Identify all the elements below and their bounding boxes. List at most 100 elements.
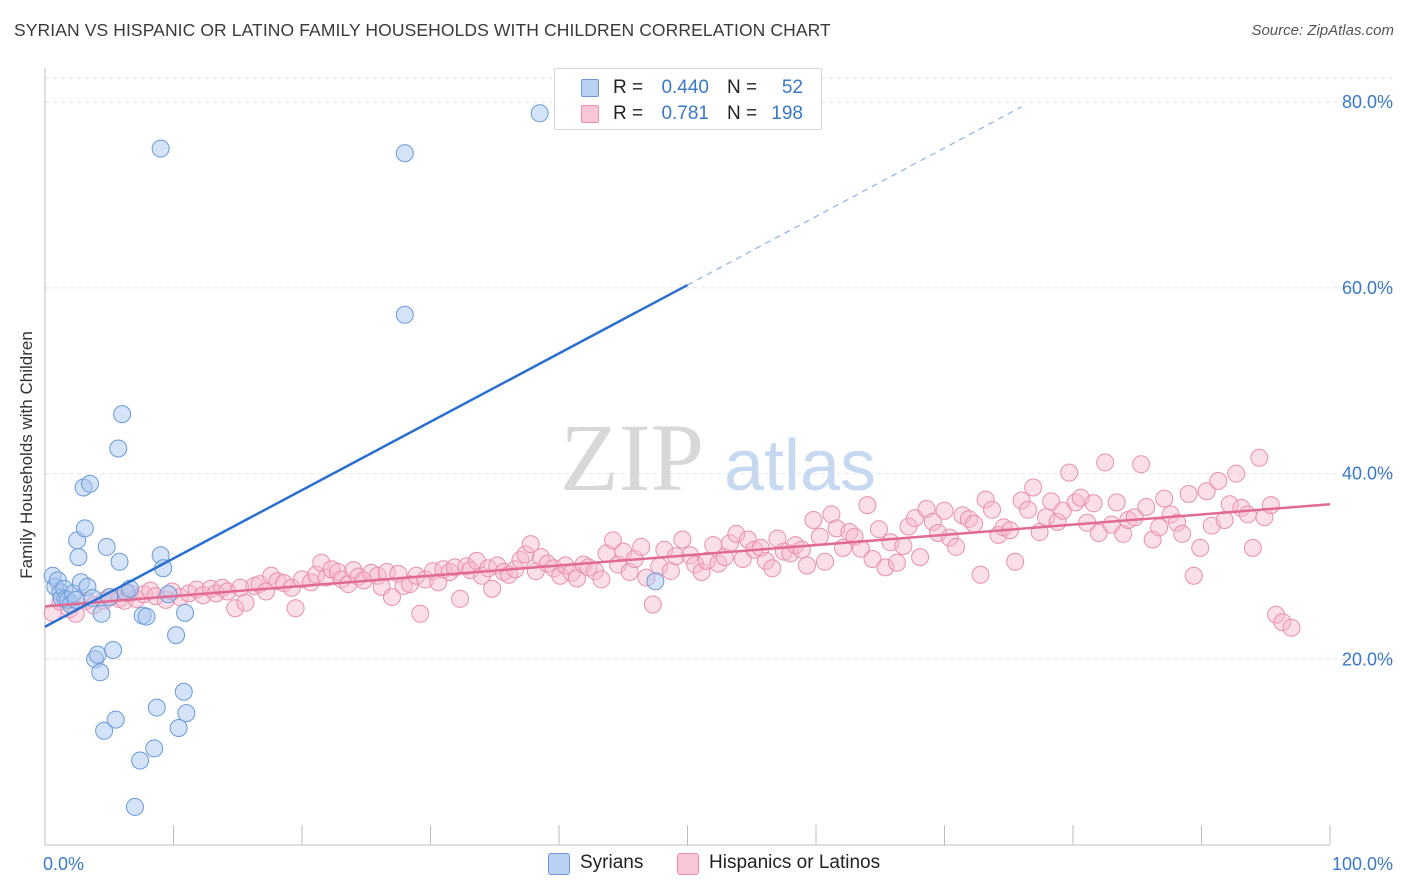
syrian-point [106,710,125,729]
hispanic-point [804,511,823,529]
syrian-trend-line [44,283,689,628]
hispanic-point [532,548,551,567]
legend-row-hispanics: R = 0.781 N = 198 [555,102,821,126]
hispanic-point [1006,552,1025,571]
hispanic-point [763,559,782,578]
syrian-point [80,474,99,493]
hispanic-point [1243,538,1262,557]
hispanic-point [1096,453,1115,472]
syrian-point [125,797,144,816]
bottom-syrians-label: Syrians [580,852,644,873]
hispanic-point [451,589,470,608]
hispanic-point [869,520,888,539]
syrian-point [109,439,128,458]
x-tick-label-max: 100.0% [1332,854,1393,874]
hispanic-point [876,558,895,577]
hispanic-point [1179,485,1198,503]
syrian-point [95,721,114,740]
hispanic-point [923,512,942,531]
syrian-point [69,548,88,567]
syrian-point [110,552,129,571]
hispanic-point [976,490,995,509]
hispanic-point [887,553,906,572]
bottom-hispanics-label: Hispanics or Latinos [709,852,881,873]
hispanic-trend-line [44,502,1331,608]
chart-title: SYRIAN VS HISPANIC OR LATINO FAMILY HOUS… [14,20,831,40]
hispanic-point [781,544,800,563]
hispanic-point [544,559,563,578]
syrian-point [131,751,150,770]
syrians-n-label: N = [727,77,758,98]
hispanic-point [1125,508,1144,527]
syrian-point [97,537,116,556]
hispanic-point [798,556,817,575]
syrian-point [177,704,196,723]
hispanic-point [1168,513,1187,532]
hispanic-point [1227,464,1246,483]
hispanic-point [1132,455,1151,474]
hispanic-point [1238,505,1257,524]
hispanic-point [521,535,540,554]
hispanic-point [815,552,834,571]
syrian-point [159,585,178,604]
hispanic-point [863,550,882,568]
watermark-zip: ZIP [560,404,704,511]
syrian-point [75,519,94,538]
syrians-r-value: 0.440 [661,77,709,98]
hispanic-point [1250,448,1269,467]
hispanic-point [686,555,705,574]
y-tick-label: 60.0% [1342,278,1393,298]
hispanic-point [1089,524,1108,542]
hispanic-point [894,537,913,555]
hispanic-point [1019,500,1038,519]
hispanic-point [756,551,775,570]
hispanic-point [1060,463,1079,482]
hispanic-point [738,530,757,549]
hispanic-point [1024,478,1043,497]
hispanic-point [810,527,829,546]
hispanics-n-value: 198 [771,103,803,124]
hispanic-point [1261,496,1280,515]
hispanics-r-value: 0.781 [661,103,709,124]
hispanic-point [494,563,513,581]
syrian-point [91,663,110,682]
syrian-point [113,405,132,424]
bottom-syrians-swatch [548,853,570,875]
hispanic-point [1012,491,1031,510]
syrian-point [137,607,156,626]
hispanic-point [1137,498,1156,516]
syrian-point [395,305,414,324]
hispanic-point [1197,482,1216,501]
hispanic-point [1282,618,1301,637]
hispanic-point [673,530,692,549]
syrian-point [104,641,123,659]
hispanic-point [965,514,984,533]
hispanic-point [377,563,396,581]
x-tick-label-min: 0.0% [43,854,84,874]
syrian-point [167,626,186,645]
hispanic-point [935,501,954,520]
hispanic-point [709,554,728,573]
hispanic-point [1107,493,1126,512]
syrian-point [174,682,193,701]
hispanic-point [1267,605,1286,624]
hispanic-point [236,593,255,612]
source-label: Source: ZipAtlas.com [1251,22,1394,39]
syrian-point [88,645,107,664]
hispanic-point [727,524,746,543]
legend-row-syrians: R = 0.440 N = 52 [555,76,821,100]
syrian-point [147,698,166,717]
watermark: ZIP atlas [560,404,876,511]
hispanic-point [697,551,716,570]
tick-labels: 20.0% 40.0% 60.0% 80.0% 0.0% 100.0% [43,92,1393,874]
hispanic-point [1209,472,1228,490]
syrian-point [145,739,164,758]
hispanic-point [929,524,948,542]
hispanics-r-label: R = [613,103,644,124]
axes [44,68,1331,846]
hispanic-point [632,537,651,556]
hispanic-point [917,499,936,518]
hispanics-n-label: N = [727,103,758,124]
hispanic-point [643,595,662,614]
